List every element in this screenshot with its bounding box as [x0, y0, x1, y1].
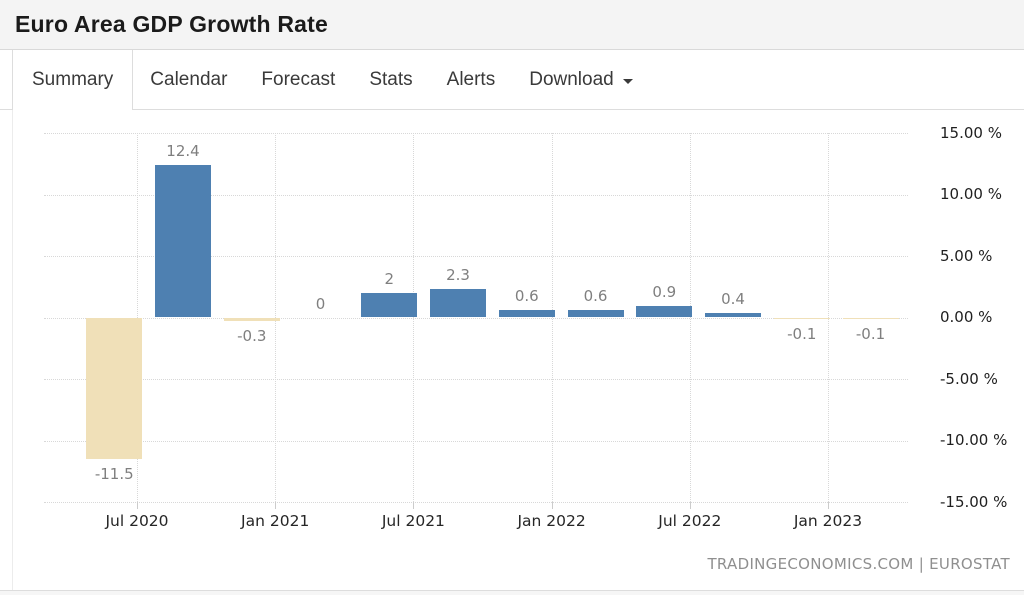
tab-summary[interactable]: Summary: [12, 50, 134, 110]
bar-value-label: 2.3: [446, 266, 470, 285]
tab-label: Download: [529, 69, 614, 90]
chart-plot-area: TRADINGECONOMICS.COM | EUROSTAT 15.00 % 1…: [0, 110, 1024, 590]
x-axis-tick: [137, 502, 138, 509]
bar-value-label: 0.4: [721, 289, 745, 308]
chevron-down-icon: [622, 79, 633, 84]
tab-label: Calendar: [150, 69, 228, 90]
tab-label: Stats: [369, 69, 413, 90]
bar-value-label: 0: [315, 294, 326, 313]
chart-bar[interactable]: [223, 317, 280, 322]
bar-value-label: -11.5: [94, 464, 134, 483]
gridline-vertical: [689, 133, 691, 502]
chart-bar[interactable]: [86, 317, 143, 459]
chart-bar[interactable]: [773, 317, 830, 319]
gridline-vertical: [551, 133, 553, 502]
y-axis-label: -10.00 %: [940, 431, 1008, 449]
gridline-horizontal: [44, 194, 908, 196]
x-axis-tick: [689, 502, 691, 509]
tab-bar-divider: [0, 109, 1024, 110]
chart-bar[interactable]: [567, 310, 624, 318]
chart-bar[interactable]: [155, 164, 211, 318]
x-axis-label: Jan 2022: [517, 512, 586, 530]
y-axis-label: 10.00 %: [940, 185, 1002, 203]
x-axis-label: Jul 2021: [381, 512, 445, 530]
x-axis-tick: [828, 502, 829, 509]
bar-value-label: 0.6: [583, 287, 608, 306]
x-axis-tick: [551, 502, 553, 509]
y-axis-label: -15.00 %: [940, 492, 1008, 511]
page-title: Euro Area GDP Growth Rate: [15, 11, 329, 37]
tab-bar: Summary Calendar Forecast Stats Alerts D…: [0, 50, 1024, 110]
y-axis-label: 15.00 %: [940, 123, 1002, 142]
x-axis-label: Jul 2020: [105, 512, 169, 530]
gridline-horizontal: [44, 379, 908, 380]
gridline-horizontal: [44, 256, 908, 257]
chart-bar[interactable]: [361, 292, 418, 318]
tab-label: Alerts: [446, 69, 496, 90]
chart-bar[interactable]: [430, 289, 486, 318]
gridline-horizontal: [44, 317, 908, 319]
chart-bar[interactable]: [636, 306, 693, 318]
tab-forecast[interactable]: Forecast: [244, 50, 352, 110]
x-axis-label: Jan 2021: [241, 512, 310, 530]
bar-value-label: -0.1: [855, 324, 886, 343]
y-axis-label: 5.00 %: [940, 246, 993, 265]
panel-left-border: [12, 110, 13, 590]
y-axis-label: -5.00 %: [940, 369, 998, 388]
bar-value-label: 2: [384, 269, 395, 288]
tab-alerts[interactable]: Alerts: [430, 50, 513, 110]
x-axis-tick: [275, 502, 277, 509]
y-axis-label: 0.00 %: [940, 308, 993, 326]
bar-value-label: 0.6: [514, 287, 539, 306]
gridline-horizontal: [44, 440, 908, 442]
title-bar: Euro Area GDP Growth Rate: [0, 0, 1024, 50]
chart-bar[interactable]: [842, 317, 899, 319]
bar-value-label: 0.9: [652, 283, 677, 302]
gridline-horizontal: [44, 133, 908, 134]
x-axis-label: Jul 2022: [658, 512, 722, 530]
bar-value-label: -0.3: [237, 327, 267, 346]
x-axis-label: Jan 2023: [793, 512, 863, 530]
bar-value-label: 12.4: [166, 141, 200, 160]
tab-download[interactable]: Download: [512, 50, 650, 110]
tab-label: Forecast: [261, 69, 336, 90]
x-axis-tick: [413, 502, 415, 509]
bar-value-label: -0.1: [787, 324, 817, 343]
tab-calendar[interactable]: Calendar: [133, 50, 244, 110]
tab-label: Summary: [32, 69, 114, 90]
chart-attribution: TRADINGECONOMICS.COM | EUROSTAT: [707, 555, 1010, 573]
gridline-vertical: [413, 133, 415, 502]
chart-bar[interactable]: [498, 310, 555, 318]
tab-stats[interactable]: Stats: [352, 50, 429, 110]
chart-bar[interactable]: [705, 312, 761, 318]
gridline-horizontal: [44, 502, 908, 503]
